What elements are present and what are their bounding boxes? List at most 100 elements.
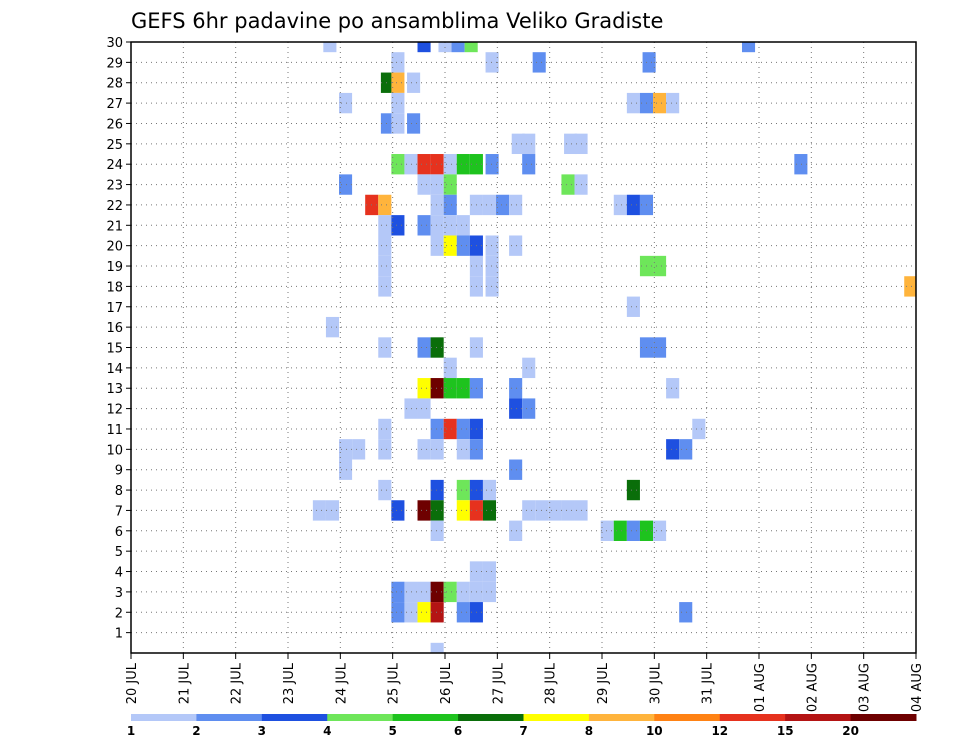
heatmap-cell: [407, 72, 421, 93]
colorbar-label: 6: [454, 724, 462, 738]
heatmap-cell: [456, 154, 470, 175]
heatmap-cell: [626, 479, 640, 501]
chart-title: GEFS 6hr padavine po ansamblima Veliko G…: [131, 9, 663, 33]
heatmap-cell: [443, 418, 457, 440]
heatmap-cells: [312, 42, 916, 653]
heatmap-cell: [653, 337, 667, 358]
heatmap-cell: [443, 215, 457, 236]
heatmap-cell: [522, 500, 536, 521]
colorbar-label: 1: [127, 724, 135, 738]
heatmap-cell: [653, 92, 667, 114]
x-tick-label: 28 JUL: [544, 662, 559, 704]
x-tick-label: 31 JUL: [701, 662, 716, 704]
colorbar-label: 8: [585, 724, 593, 738]
colorbar-label: 12: [711, 724, 728, 738]
heatmap-cell: [430, 439, 444, 460]
heatmap-cell: [339, 459, 353, 480]
colorbar-label: 2: [192, 724, 200, 738]
y-tick-label: 3: [115, 586, 123, 601]
colorbar-swatch: [654, 714, 721, 721]
y-tick-label: 11: [106, 423, 123, 438]
y-tick-label: 20: [106, 240, 123, 255]
heatmap-cell: [451, 42, 465, 53]
colorbar-swatch: [785, 714, 852, 721]
y-tick-label: 24: [106, 158, 123, 173]
colorbar-swatch: [523, 714, 590, 721]
heatmap-cell: [339, 92, 353, 114]
colorbar-swatch: [719, 714, 786, 721]
y-tick-label: 14: [106, 362, 123, 377]
heatmap-cell: [485, 154, 499, 175]
heatmap-cell: [430, 337, 444, 358]
heatmap-cell: [378, 479, 392, 501]
heatmap-cell: [430, 194, 444, 216]
y-tick-label: 30: [106, 36, 123, 51]
heatmap-cell: [391, 154, 405, 175]
x-tick-label: 24 JUL: [334, 662, 349, 704]
heatmap-cell: [430, 378, 444, 399]
heatmap-cell: [509, 194, 523, 216]
x-tick-label: 02 AUG: [805, 663, 820, 712]
heatmap-cell: [391, 215, 405, 236]
heatmap-cell: [522, 154, 536, 175]
colorbar-swatch: [392, 714, 459, 721]
heatmap-cell: [417, 500, 431, 521]
heatmap-cell: [456, 479, 470, 501]
heatmap-cell: [522, 398, 536, 419]
y-tick-label: 21: [106, 219, 123, 234]
heatmap-cell: [417, 398, 431, 419]
heatmap-cell: [443, 174, 457, 195]
heatmap-cell: [378, 276, 392, 297]
heatmap-cell: [613, 520, 627, 541]
y-tick-label: 12: [106, 403, 123, 418]
heatmap-cell: [522, 357, 536, 379]
heatmap-cell: [391, 92, 405, 114]
heatmap-cell: [430, 235, 444, 256]
heatmap-cell: [407, 113, 421, 134]
heatmap-cell: [325, 500, 340, 521]
heatmap-cell: [417, 602, 431, 623]
x-tick-label: 20 JUL: [125, 662, 140, 704]
colorbar-swatch: [588, 714, 655, 721]
heatmap-cell: [339, 174, 353, 195]
heatmap-cell: [443, 581, 457, 603]
y-tick-label: 6: [115, 525, 123, 540]
heatmap-cell: [666, 92, 680, 114]
heatmap-cell: [509, 378, 523, 399]
heatmap-cell: [312, 500, 326, 521]
y-tick-label: 15: [106, 342, 123, 357]
x-tick-label: 04 AUG: [910, 663, 925, 712]
colorbar-label: 15: [777, 724, 794, 738]
heatmap-cell: [391, 113, 405, 134]
heatmap-cell: [485, 255, 499, 277]
colorbar-swatch: [850, 714, 917, 721]
heatmap-cell: [404, 398, 418, 419]
heatmap-cell: [548, 500, 562, 521]
y-tick-label: 13: [106, 382, 123, 397]
heatmap-cell: [904, 276, 916, 297]
y-tick-label: 2: [115, 606, 123, 621]
heatmap-cell: [417, 378, 431, 399]
heatmap-cell: [417, 154, 431, 175]
heatmap-cell: [626, 92, 640, 114]
y-tick-label: 19: [106, 260, 123, 275]
heatmap-cell: [456, 215, 470, 236]
colorbar-label: 5: [389, 724, 397, 738]
heatmap-cell: [482, 194, 497, 216]
colorbar-swatch: [327, 714, 394, 721]
heatmap-cell: [482, 479, 497, 501]
x-tick-label: 03 AUG: [858, 663, 873, 712]
heatmap-cell: [482, 561, 497, 582]
heatmap-cell: [626, 296, 640, 317]
heatmap-cell: [532, 52, 546, 73]
x-tick-label: 29 JUL: [596, 662, 611, 704]
heatmap-cell: [430, 642, 444, 653]
heatmap-cell: [417, 439, 431, 460]
heatmap-cell: [626, 194, 640, 216]
heatmap-cell: [482, 581, 497, 603]
heatmap-cell: [391, 52, 405, 73]
colorbar-label: 10: [646, 724, 663, 738]
heatmap-cell: [417, 337, 431, 358]
heatmap-cell: [509, 520, 523, 541]
